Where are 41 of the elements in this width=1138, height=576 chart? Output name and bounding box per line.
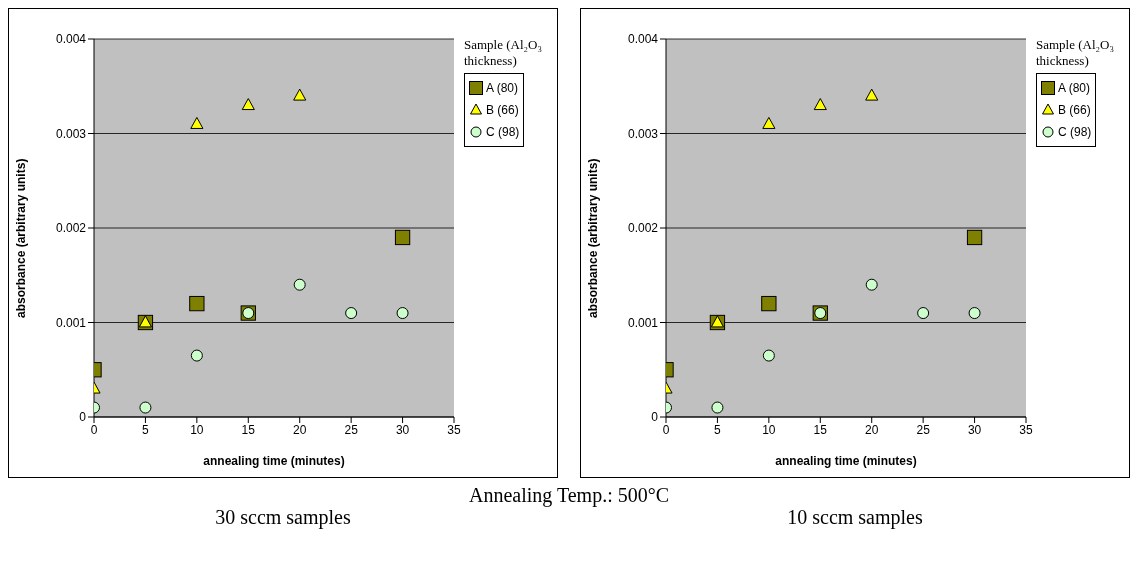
x-tick-label: 25 <box>916 422 931 437</box>
x-tick-label: 30 <box>967 422 982 437</box>
x-tick-label: 30 <box>395 422 410 437</box>
y-axis-title: absorbance (arbitrary units) <box>586 158 601 318</box>
text: 10 sccm samples <box>786 506 924 529</box>
x-tick-label: 20 <box>865 422 879 437</box>
y-axis-title: absorbance (arbitrary units) <box>14 158 29 318</box>
y-tick-label: 0.003 <box>627 126 659 141</box>
y-tick-label: 0.004 <box>627 32 659 47</box>
y-tick-label: 0.003 <box>55 126 87 141</box>
text: 30 sccm samples <box>214 506 352 529</box>
x-tick-label: 10 <box>762 422 776 437</box>
legend-title: Sample (Al₂O₃ thickness) <box>464 37 544 69</box>
legend-label: C (98) <box>486 125 520 139</box>
x-tick-label: 5 <box>714 422 722 437</box>
x-tick-label: 0 <box>90 422 98 437</box>
x-axis-title: annealing time (minutes) <box>203 454 345 468</box>
x-tick-label: 15 <box>241 422 256 437</box>
x-tick-label: 10 <box>190 422 204 437</box>
legend-label: C (98) <box>1058 125 1092 139</box>
legend-label: A (80) <box>1058 81 1091 95</box>
y-tick-label: 0.001 <box>55 315 87 330</box>
y-tick-label: 0.002 <box>55 221 87 236</box>
legend-label: B (66) <box>1058 103 1091 117</box>
x-axis-title: annealing time (minutes) <box>775 454 917 468</box>
legend-label: A (80) <box>486 81 519 95</box>
x-tick-label: 0 <box>662 422 670 437</box>
text: Annealing Temp.: 500°C <box>467 484 671 507</box>
x-tick-label: 20 <box>293 422 307 437</box>
x-tick-label: 15 <box>813 422 828 437</box>
x-tick-label: 35 <box>1019 422 1033 437</box>
y-tick-label: 0 <box>79 410 87 425</box>
legend-label: B (66) <box>486 103 519 117</box>
legend-title: Sample (Al₂O₃ thickness) <box>1036 37 1116 69</box>
x-tick-label: 25 <box>344 422 359 437</box>
y-tick-label: 0.002 <box>627 221 659 236</box>
x-tick-label: 35 <box>447 422 461 437</box>
y-tick-label: 0.001 <box>627 315 659 330</box>
x-tick-label: 5 <box>142 422 150 437</box>
y-tick-label: 0.004 <box>55 32 87 47</box>
y-tick-label: 0 <box>651 410 659 425</box>
